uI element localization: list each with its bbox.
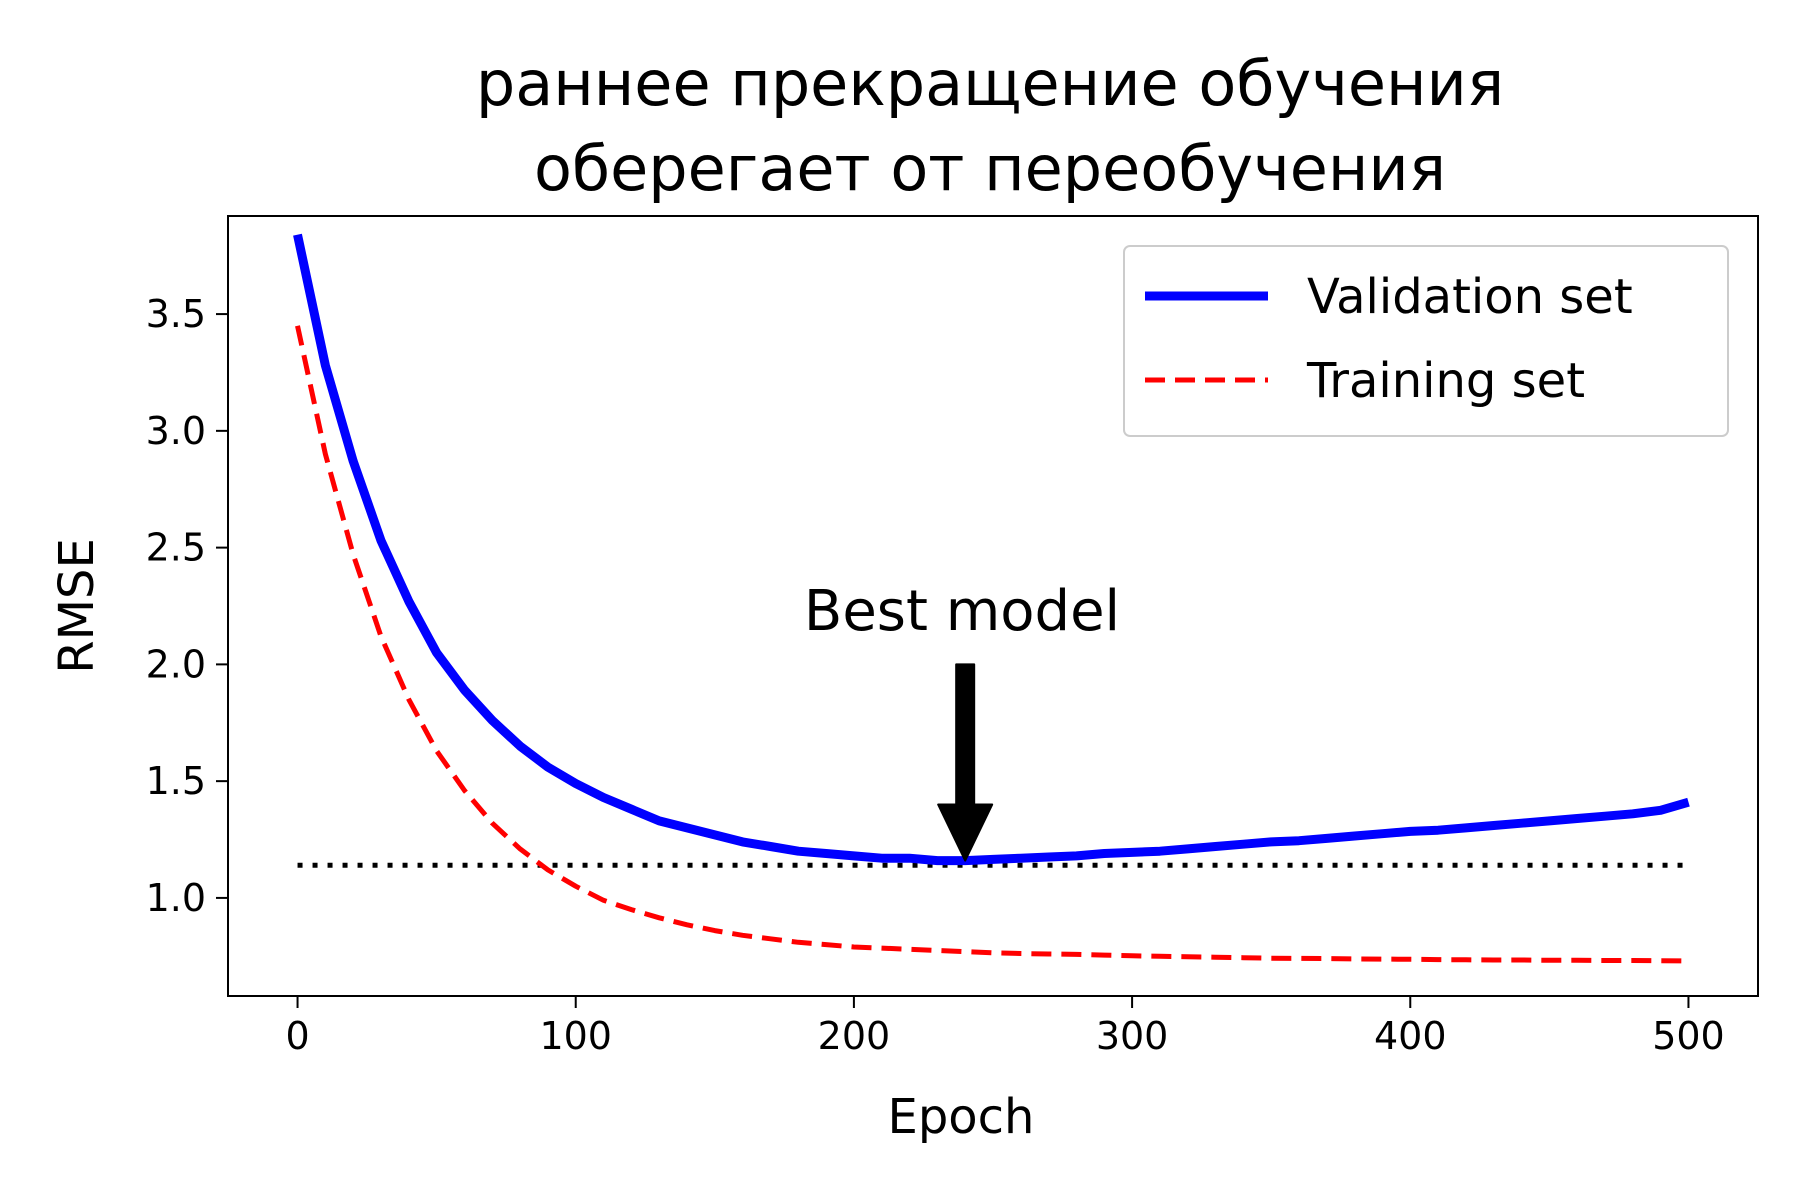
x-axis-label: Epoch: [888, 1089, 1035, 1145]
x-tick-label: 0: [285, 1014, 309, 1058]
chart-title-line-2: оберегает от переобучения: [534, 132, 1446, 205]
y-axis-label: RMSE: [49, 538, 105, 674]
y-tick-label: 2.5: [146, 526, 206, 570]
legend-box: [1123, 245, 1729, 437]
x-axis: 0 100 200 300 400 500: [285, 996, 1725, 1058]
best-model-annotation: Best model: [804, 579, 1120, 862]
y-tick-label: 3.0: [146, 409, 206, 453]
series-line-training-set: [295, 325, 1689, 964]
legend: Validation set Training set: [1123, 245, 1729, 437]
chart-title-line-1: раннее прекращение обучения: [476, 47, 1504, 120]
y-axis: 1.0 1.5 2.0 2.5 3.0 3.5: [146, 292, 228, 920]
y-tick-label: 3.5: [146, 292, 206, 336]
x-tick-label: 200: [818, 1014, 891, 1058]
series-line-validation-set: [293, 233, 1690, 866]
best-model-label: Best model: [804, 579, 1120, 644]
plot-area: [293, 233, 1690, 964]
y-tick-label: 2.0: [146, 642, 206, 686]
x-tick-label: 400: [1374, 1014, 1447, 1058]
legend-label-training: Training set: [1306, 353, 1585, 409]
x-tick-label: 300: [1096, 1014, 1169, 1058]
x-tick-label: 100: [539, 1014, 612, 1058]
y-tick-label: 1.5: [146, 759, 206, 803]
x-tick-label: 500: [1652, 1014, 1725, 1058]
y-tick-label: 1.0: [146, 876, 206, 920]
plot-frame: [227, 215, 1759, 997]
legend-label-validation: Validation set: [1307, 269, 1633, 325]
best-model-arrow: [937, 663, 994, 862]
